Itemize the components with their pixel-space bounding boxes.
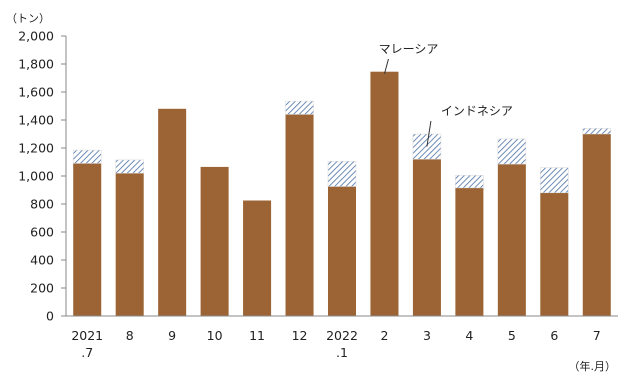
x-tick-label: 7: [593, 328, 601, 343]
y-tick-label: 400: [30, 253, 54, 268]
bar-series-1: [73, 163, 102, 316]
y-tick-label: 1,800: [18, 57, 54, 72]
bar-series-1: [582, 134, 611, 316]
bar-series-1: [370, 71, 399, 316]
x-tick-label: 10: [207, 328, 223, 343]
axes: [65, 36, 618, 317]
x-tick-label: 6: [550, 328, 558, 343]
x-axis-ticks: 2021.7 8 9 10 11 12 2022.1 2 3 4 5 6 7: [71, 328, 600, 360]
y-tick-label: 600: [30, 225, 54, 240]
y-tick-label: 1,400: [18, 113, 54, 128]
y-axis-unit-label: （トン）: [6, 12, 50, 25]
annotation-label: インドネシア: [441, 104, 513, 118]
y-axis-ticks: 0 200 400 600 800 1,000 1,200 1,400 1,600 1,800 2,…: [18, 29, 66, 324]
x-tick-label: 11: [249, 328, 265, 343]
y-tick-label: 1,000: [18, 169, 54, 184]
bar-series-2: [540, 167, 569, 194]
bar-series-2: [115, 159, 144, 174]
x-tick-label: 2: [380, 328, 388, 343]
bar-series-1: [285, 114, 314, 317]
bar-series-1: [327, 186, 357, 316]
y-tick-label: 1,200: [18, 141, 54, 156]
x-tick-label: 2022.1: [326, 328, 358, 360]
bar-series-2: [497, 138, 527, 165]
bar-series-2: [455, 175, 484, 189]
y-tick-label: 2,000: [18, 29, 54, 44]
y-tick-label: 0: [46, 309, 54, 324]
bar-series-1: [158, 108, 187, 316]
bar-series-1: [200, 166, 229, 316]
bar-series-1: [412, 159, 441, 316]
x-tick-label: 5: [508, 328, 516, 343]
annotation-leader-line: [383, 58, 389, 74]
x-tick-label: 12: [292, 328, 308, 343]
x-tick-label: 3: [423, 328, 431, 343]
x-tick-label: 8: [126, 328, 134, 343]
bar-series-2: [72, 149, 102, 164]
bar-series-1: [243, 200, 272, 316]
bar-series-2: [285, 100, 314, 115]
bar-series-1: [497, 164, 526, 316]
y-tick-label: 800: [30, 197, 54, 212]
y-tick-label: 1,600: [18, 85, 54, 100]
annotation-label: マレーシア: [379, 42, 439, 56]
x-tick-label: 9: [168, 328, 176, 343]
x-tick-label: 4: [465, 328, 473, 343]
annotation-leader-line: [426, 120, 432, 147]
x-axis-unit-label: （年.月）: [569, 359, 617, 373]
bars: [72, 71, 612, 317]
y-tick-label: 200: [30, 281, 54, 296]
bar-series-2: [582, 128, 612, 135]
x-tick-label: 2021.7: [71, 328, 103, 360]
bar-series-2: [327, 161, 357, 187]
bar-series-1: [455, 187, 484, 316]
bar-series-1: [115, 173, 144, 316]
bar-series-1: [540, 192, 569, 316]
